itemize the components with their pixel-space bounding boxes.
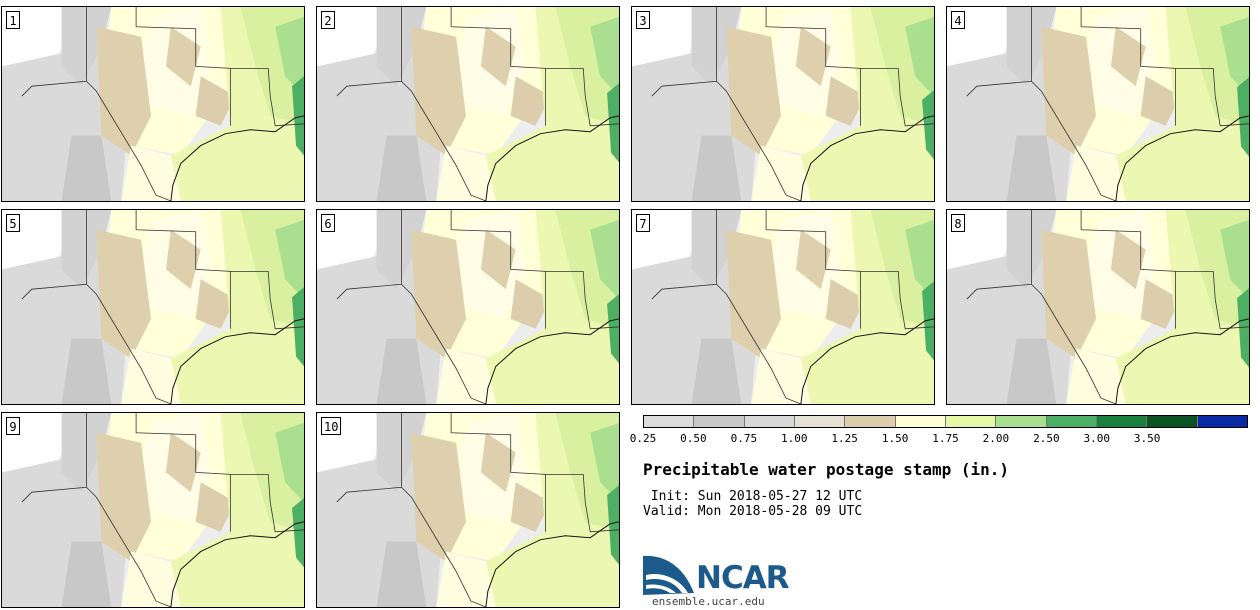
colorbar-tick-label: 1.50 bbox=[881, 432, 909, 445]
stamp-map-9: 9 bbox=[1, 412, 305, 608]
stamp-map-1: 1 bbox=[1, 6, 305, 202]
colorbar-segment-1 bbox=[644, 416, 695, 427]
init-time: Init: Sun 2018-05-27 12 UTC bbox=[643, 489, 863, 504]
colorbar-tick-label: 1.75 bbox=[932, 432, 959, 445]
colorbar-segment-9 bbox=[1046, 416, 1097, 427]
colorbar-tick-label: 1.25 bbox=[831, 432, 858, 445]
colorbar-segment-4 bbox=[794, 416, 846, 427]
stamp-map-8: 8 bbox=[946, 209, 1250, 405]
precip-map bbox=[2, 210, 304, 404]
stamp-map-10: 10 bbox=[316, 412, 620, 608]
colorbar-ticks: 0.25 0.50 0.75 1.00 1.25 1.50 1.75 2.00 2.50 3.00… bbox=[630, 432, 1248, 446]
stamp-map-3: 3 bbox=[631, 6, 935, 202]
colorbar-tick-label: 1.00 bbox=[781, 432, 808, 445]
colorbar-tick-label: 3.50 bbox=[1133, 432, 1161, 445]
colorbar-tick-label: 2.00 bbox=[982, 432, 1010, 445]
colorbar-segment-8 bbox=[996, 416, 1047, 427]
colorbar-segment-11 bbox=[1147, 416, 1198, 427]
colorbar-segment-6 bbox=[895, 416, 946, 427]
stamp-number: 2 bbox=[321, 11, 335, 29]
precip-map bbox=[632, 7, 934, 201]
precip-map bbox=[2, 7, 304, 201]
stamp-map-4: 4 bbox=[946, 6, 1250, 202]
precip-map bbox=[317, 413, 619, 607]
colorbar-segment-12 bbox=[1197, 416, 1247, 427]
logo-wordmark: NCAR bbox=[696, 560, 790, 596]
stamp-map-7: 7 bbox=[631, 209, 935, 405]
chart-title: Precipitable water postage stamp (in.) bbox=[643, 460, 1010, 479]
precip-map bbox=[2, 413, 304, 607]
stamp-number: 3 bbox=[636, 11, 650, 29]
stamp-number: 4 bbox=[951, 11, 965, 29]
colorbar-segment-5 bbox=[845, 416, 896, 427]
colorbar-tick-label: 0.50 bbox=[680, 432, 707, 445]
colorbar bbox=[643, 415, 1248, 428]
stamp-number: 5 bbox=[6, 214, 20, 232]
stamp-map-6: 6 bbox=[316, 209, 620, 405]
colorbar-segment-10 bbox=[1096, 416, 1148, 427]
ncar-logo-icon bbox=[643, 555, 694, 595]
stamp-number: 9 bbox=[6, 417, 20, 435]
stamp-number: 1 bbox=[6, 11, 20, 29]
precip-map bbox=[947, 210, 1249, 404]
precip-map bbox=[947, 7, 1249, 201]
logo-url: ensemble.ucar.edu bbox=[652, 595, 765, 608]
valid-time: Valid: Mon 2018-05-28 09 UTC bbox=[643, 504, 863, 519]
precip-map bbox=[317, 7, 619, 201]
stamp-number: 7 bbox=[636, 214, 650, 232]
stamp-number: 6 bbox=[321, 214, 335, 232]
colorbar-segment-2 bbox=[694, 416, 745, 427]
colorbar-tick-label: 2.50 bbox=[1033, 432, 1060, 445]
stamp-map-5: 5 bbox=[1, 209, 305, 405]
precip-map bbox=[317, 210, 619, 404]
colorbar-segment-7 bbox=[945, 416, 997, 427]
precip-map bbox=[632, 210, 934, 404]
stamp-number: 8 bbox=[951, 214, 965, 232]
colorbar-tick-label: 0.25 bbox=[629, 432, 657, 445]
colorbar-segment-3 bbox=[744, 416, 795, 427]
colorbar-tick-label: 0.75 bbox=[730, 432, 758, 445]
stamp-number: 10 bbox=[321, 417, 342, 435]
colorbar-tick-label: 3.00 bbox=[1083, 432, 1111, 445]
stamp-map-2: 2 bbox=[316, 6, 620, 202]
